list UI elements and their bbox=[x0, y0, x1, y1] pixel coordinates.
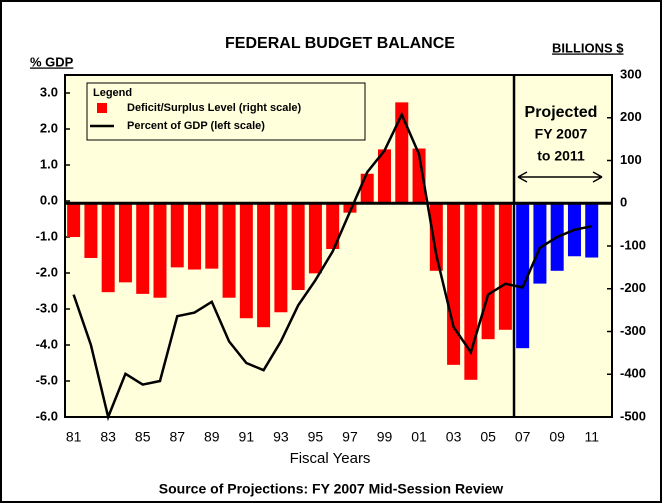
x-tick-label: 01 bbox=[411, 429, 427, 445]
chart-title: FEDERAL BUDGET BALANCE bbox=[225, 35, 455, 52]
x-tick-label: 81 bbox=[66, 429, 82, 445]
bar bbox=[429, 203, 443, 271]
y2-tick-label: -400 bbox=[620, 366, 646, 381]
bar bbox=[377, 149, 391, 204]
bar bbox=[136, 203, 150, 294]
bar bbox=[205, 203, 219, 269]
x-tick-label: 05 bbox=[480, 429, 496, 445]
y2-tick-label: 100 bbox=[620, 152, 642, 167]
y-tick-label: -5.0 bbox=[36, 372, 58, 387]
annotation: FY 2007 bbox=[535, 126, 588, 142]
bar bbox=[481, 203, 495, 340]
annotation: to 2011 bbox=[537, 148, 585, 164]
bar bbox=[101, 203, 115, 293]
legend-swatch bbox=[97, 103, 107, 113]
x-axis-label: Fiscal Years bbox=[290, 450, 371, 467]
bar bbox=[395, 102, 409, 204]
x-tick-label: 99 bbox=[377, 429, 393, 445]
x-tick-label: 11 bbox=[584, 429, 599, 445]
annotation-arrow bbox=[517, 171, 603, 183]
bar bbox=[274, 203, 288, 313]
y-axis-label: % GDP bbox=[30, 54, 74, 69]
x-tick-label: 91 bbox=[239, 429, 255, 445]
bar bbox=[84, 203, 98, 258]
y2-tick-label: -500 bbox=[620, 408, 646, 423]
x-tick-label: 89 bbox=[204, 429, 220, 445]
legend-label: Deficit/Surplus Level (right scale) bbox=[127, 102, 302, 114]
bar bbox=[516, 203, 530, 349]
y-tick-label: -6.0 bbox=[36, 408, 58, 423]
y2-tick-label: -300 bbox=[620, 323, 646, 338]
bar bbox=[326, 203, 340, 249]
y-tick-label: 2.0 bbox=[40, 120, 58, 135]
x-tick-label: 07 bbox=[515, 429, 531, 445]
bar bbox=[291, 203, 305, 291]
x-tick-label: 83 bbox=[100, 429, 116, 445]
line bbox=[72, 111, 592, 422]
x-tick-label: 95 bbox=[308, 429, 324, 445]
y-tick-label: 3.0 bbox=[40, 84, 58, 99]
legend-label: Percent of GDP (left scale) bbox=[127, 120, 265, 132]
x-tick-label: 93 bbox=[273, 429, 289, 445]
bar bbox=[343, 203, 357, 213]
bar bbox=[412, 148, 426, 204]
y2-tick-label: -100 bbox=[620, 237, 646, 252]
y-tick-label: -2.0 bbox=[36, 264, 58, 279]
bar bbox=[308, 203, 322, 274]
y2-tick-label: -200 bbox=[620, 280, 646, 295]
x-tick-label: 03 bbox=[446, 429, 462, 445]
legend-title: Legend bbox=[93, 87, 132, 99]
bar bbox=[464, 203, 478, 380]
bar bbox=[585, 203, 599, 258]
y2-tick-label: 300 bbox=[620, 66, 642, 81]
y2-tick-label: 200 bbox=[620, 109, 642, 124]
bar bbox=[533, 203, 547, 284]
y-tick-label: 0.0 bbox=[40, 192, 58, 207]
bar bbox=[447, 203, 461, 365]
annotation: Projected bbox=[525, 104, 598, 121]
bar bbox=[360, 173, 374, 204]
x-tick-label: 09 bbox=[549, 429, 565, 445]
bar bbox=[188, 203, 202, 270]
y2-axis-label: BILLIONS $ bbox=[552, 40, 624, 55]
y-tick-label: 1.0 bbox=[40, 156, 58, 171]
y2-tick-label: 0 bbox=[620, 195, 627, 210]
bar bbox=[170, 203, 184, 268]
bar bbox=[153, 203, 167, 298]
bar bbox=[222, 203, 236, 298]
bar bbox=[498, 203, 512, 330]
bar bbox=[118, 203, 132, 283]
x-tick-label: 87 bbox=[169, 429, 185, 445]
y-tick-label: -1.0 bbox=[36, 228, 58, 243]
bar bbox=[67, 203, 81, 238]
bar bbox=[257, 203, 271, 328]
x-tick-label: 97 bbox=[342, 429, 358, 445]
x-tick-label: 85 bbox=[135, 429, 151, 445]
footer: Source of Projections: FY 2007 Mid-Sessi… bbox=[159, 481, 504, 497]
legend-box bbox=[86, 82, 366, 141]
y-tick-label: -3.0 bbox=[36, 300, 58, 315]
y-tick-label: -4.0 bbox=[36, 336, 58, 351]
bar bbox=[239, 203, 253, 319]
